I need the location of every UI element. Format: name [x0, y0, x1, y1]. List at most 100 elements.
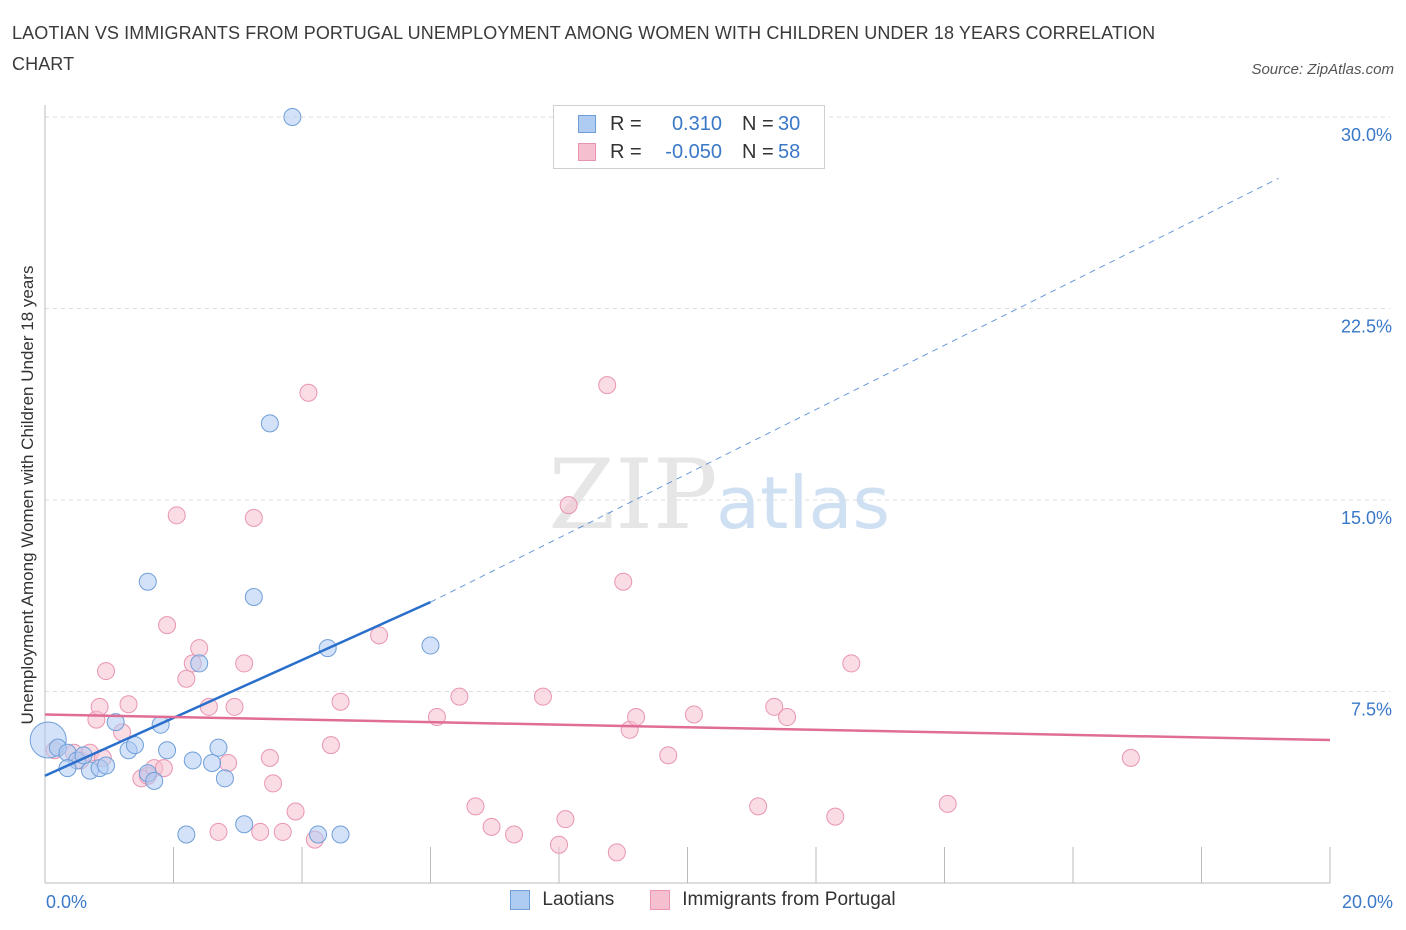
n-value: 58 — [778, 140, 801, 163]
watermark-atlas: atlas — [716, 461, 890, 545]
y-tick-label: 22.5% — [1341, 317, 1392, 337]
x-tick-label: 20.0% — [1342, 892, 1393, 912]
series-laotian-points — [29, 108, 440, 844]
portugal-point — [370, 626, 389, 645]
portugal-point — [607, 843, 626, 862]
portugal-point — [154, 759, 173, 778]
portugal-swatch — [578, 143, 596, 161]
portugal-point — [225, 697, 244, 716]
portugal-point — [765, 697, 784, 716]
portugal-point — [559, 496, 578, 515]
y-axis-label: Unemployment Among Women with Children U… — [18, 265, 37, 725]
laotian-point — [244, 588, 263, 607]
portugal-point — [627, 708, 646, 727]
portugal-point — [90, 697, 109, 716]
portugal-point — [190, 639, 209, 658]
laotian-point — [203, 753, 222, 772]
laotian-point — [177, 825, 196, 844]
y-tick-label: 30.0% — [1341, 125, 1392, 145]
portugal-point — [299, 383, 318, 402]
n-label: N = — [742, 140, 774, 163]
laotian-point — [158, 741, 177, 760]
laotian-point — [125, 736, 144, 755]
portugal-trend-line — [44, 713, 1331, 742]
correlation-legend: R = 0.310 N = 30 R = -0.050 N = 58 — [553, 105, 825, 169]
portugal-point — [119, 695, 138, 714]
portugal-point — [286, 802, 305, 821]
y-tick-label: 15.0% — [1341, 508, 1392, 528]
portugal-point — [659, 746, 678, 765]
series-legend: Laotians Immigrants from Portugal — [0, 889, 1406, 911]
portugal-point — [219, 753, 238, 772]
watermark-zip: ZIP — [548, 439, 717, 551]
x-tick-label: 0.0% — [46, 892, 87, 912]
laotian-point — [309, 825, 328, 844]
portugal-point — [842, 654, 861, 673]
series-portugal-points — [45, 376, 1140, 862]
r-value: 0.310 — [671, 112, 722, 135]
laotian-point — [183, 751, 202, 770]
portugal-point — [556, 810, 575, 829]
source-label: Source: ZipAtlas.com — [1251, 61, 1394, 78]
portugal-point — [177, 669, 196, 688]
legend-row-portugal: R = -0.050 N = 58 — [578, 139, 800, 165]
portugal-point — [550, 835, 568, 854]
laotian-point — [260, 414, 279, 433]
portugal-point — [938, 794, 957, 813]
portugal-point — [158, 616, 177, 635]
tick-labels: 7.5% 15.0% 22.5% 30.0% 0.0% 20.0% — [46, 125, 1393, 912]
legend-label-portugal: Immigrants from Portugal — [682, 889, 896, 910]
portugal-point — [684, 705, 703, 724]
portugal-point — [533, 687, 552, 706]
portugal-point — [778, 708, 797, 727]
portugal-point — [273, 822, 292, 841]
laotian-point — [138, 572, 157, 591]
portugal-point — [209, 822, 228, 841]
portugal-point — [167, 506, 186, 525]
portugal-point — [614, 572, 633, 591]
portugal-point — [598, 376, 617, 395]
laotian-point — [235, 815, 254, 834]
laotian-swatch — [578, 115, 596, 133]
portugal-point — [244, 508, 263, 527]
n-label: N = — [742, 112, 774, 135]
laotian-trend-extension — [430, 177, 1279, 603]
legend-item-laotians: Laotians — [510, 889, 614, 911]
portugal-point — [260, 748, 279, 767]
portugal-point — [1121, 748, 1140, 767]
portugal-point — [505, 825, 524, 844]
portugal-point — [826, 807, 845, 826]
portugal-point — [466, 797, 485, 816]
legend-label-laotians: Laotians — [542, 889, 615, 910]
portugal-point — [321, 736, 340, 755]
n-value: 30 — [778, 112, 801, 135]
laotian-point — [97, 756, 116, 775]
legend-item-portugal: Immigrants from Portugal — [650, 889, 896, 911]
chart-title: LAOTIAN VS IMMIGRANTS FROM PORTUGAL UNEM… — [12, 23, 1156, 74]
laotian-point — [331, 825, 350, 844]
laotian-point — [209, 738, 228, 757]
grid-lines — [45, 116, 1390, 692]
trend-lines — [44, 177, 1331, 777]
r-label: R = — [610, 140, 642, 163]
portugal-point — [251, 822, 270, 841]
laotian-trend-line — [44, 600, 432, 777]
laotian-point — [283, 108, 302, 126]
laotian-point — [106, 713, 125, 732]
laotian-point — [421, 636, 440, 655]
laotian-point — [215, 769, 234, 788]
legend-row-laotians: R = 0.310 N = 30 — [578, 111, 800, 137]
laotian-swatch — [510, 890, 531, 910]
portugal-point — [97, 662, 116, 681]
r-label: R = — [610, 112, 642, 135]
portugal-point — [331, 692, 350, 711]
portugal-swatch — [650, 890, 671, 910]
portugal-point — [749, 797, 768, 816]
portugal-point — [264, 774, 283, 793]
watermark: ZIP atlas — [548, 439, 890, 551]
laotian-point — [190, 654, 209, 673]
portugal-point — [235, 654, 254, 673]
y-tick-label: 7.5% — [1351, 700, 1392, 720]
laotian-point — [145, 771, 164, 790]
